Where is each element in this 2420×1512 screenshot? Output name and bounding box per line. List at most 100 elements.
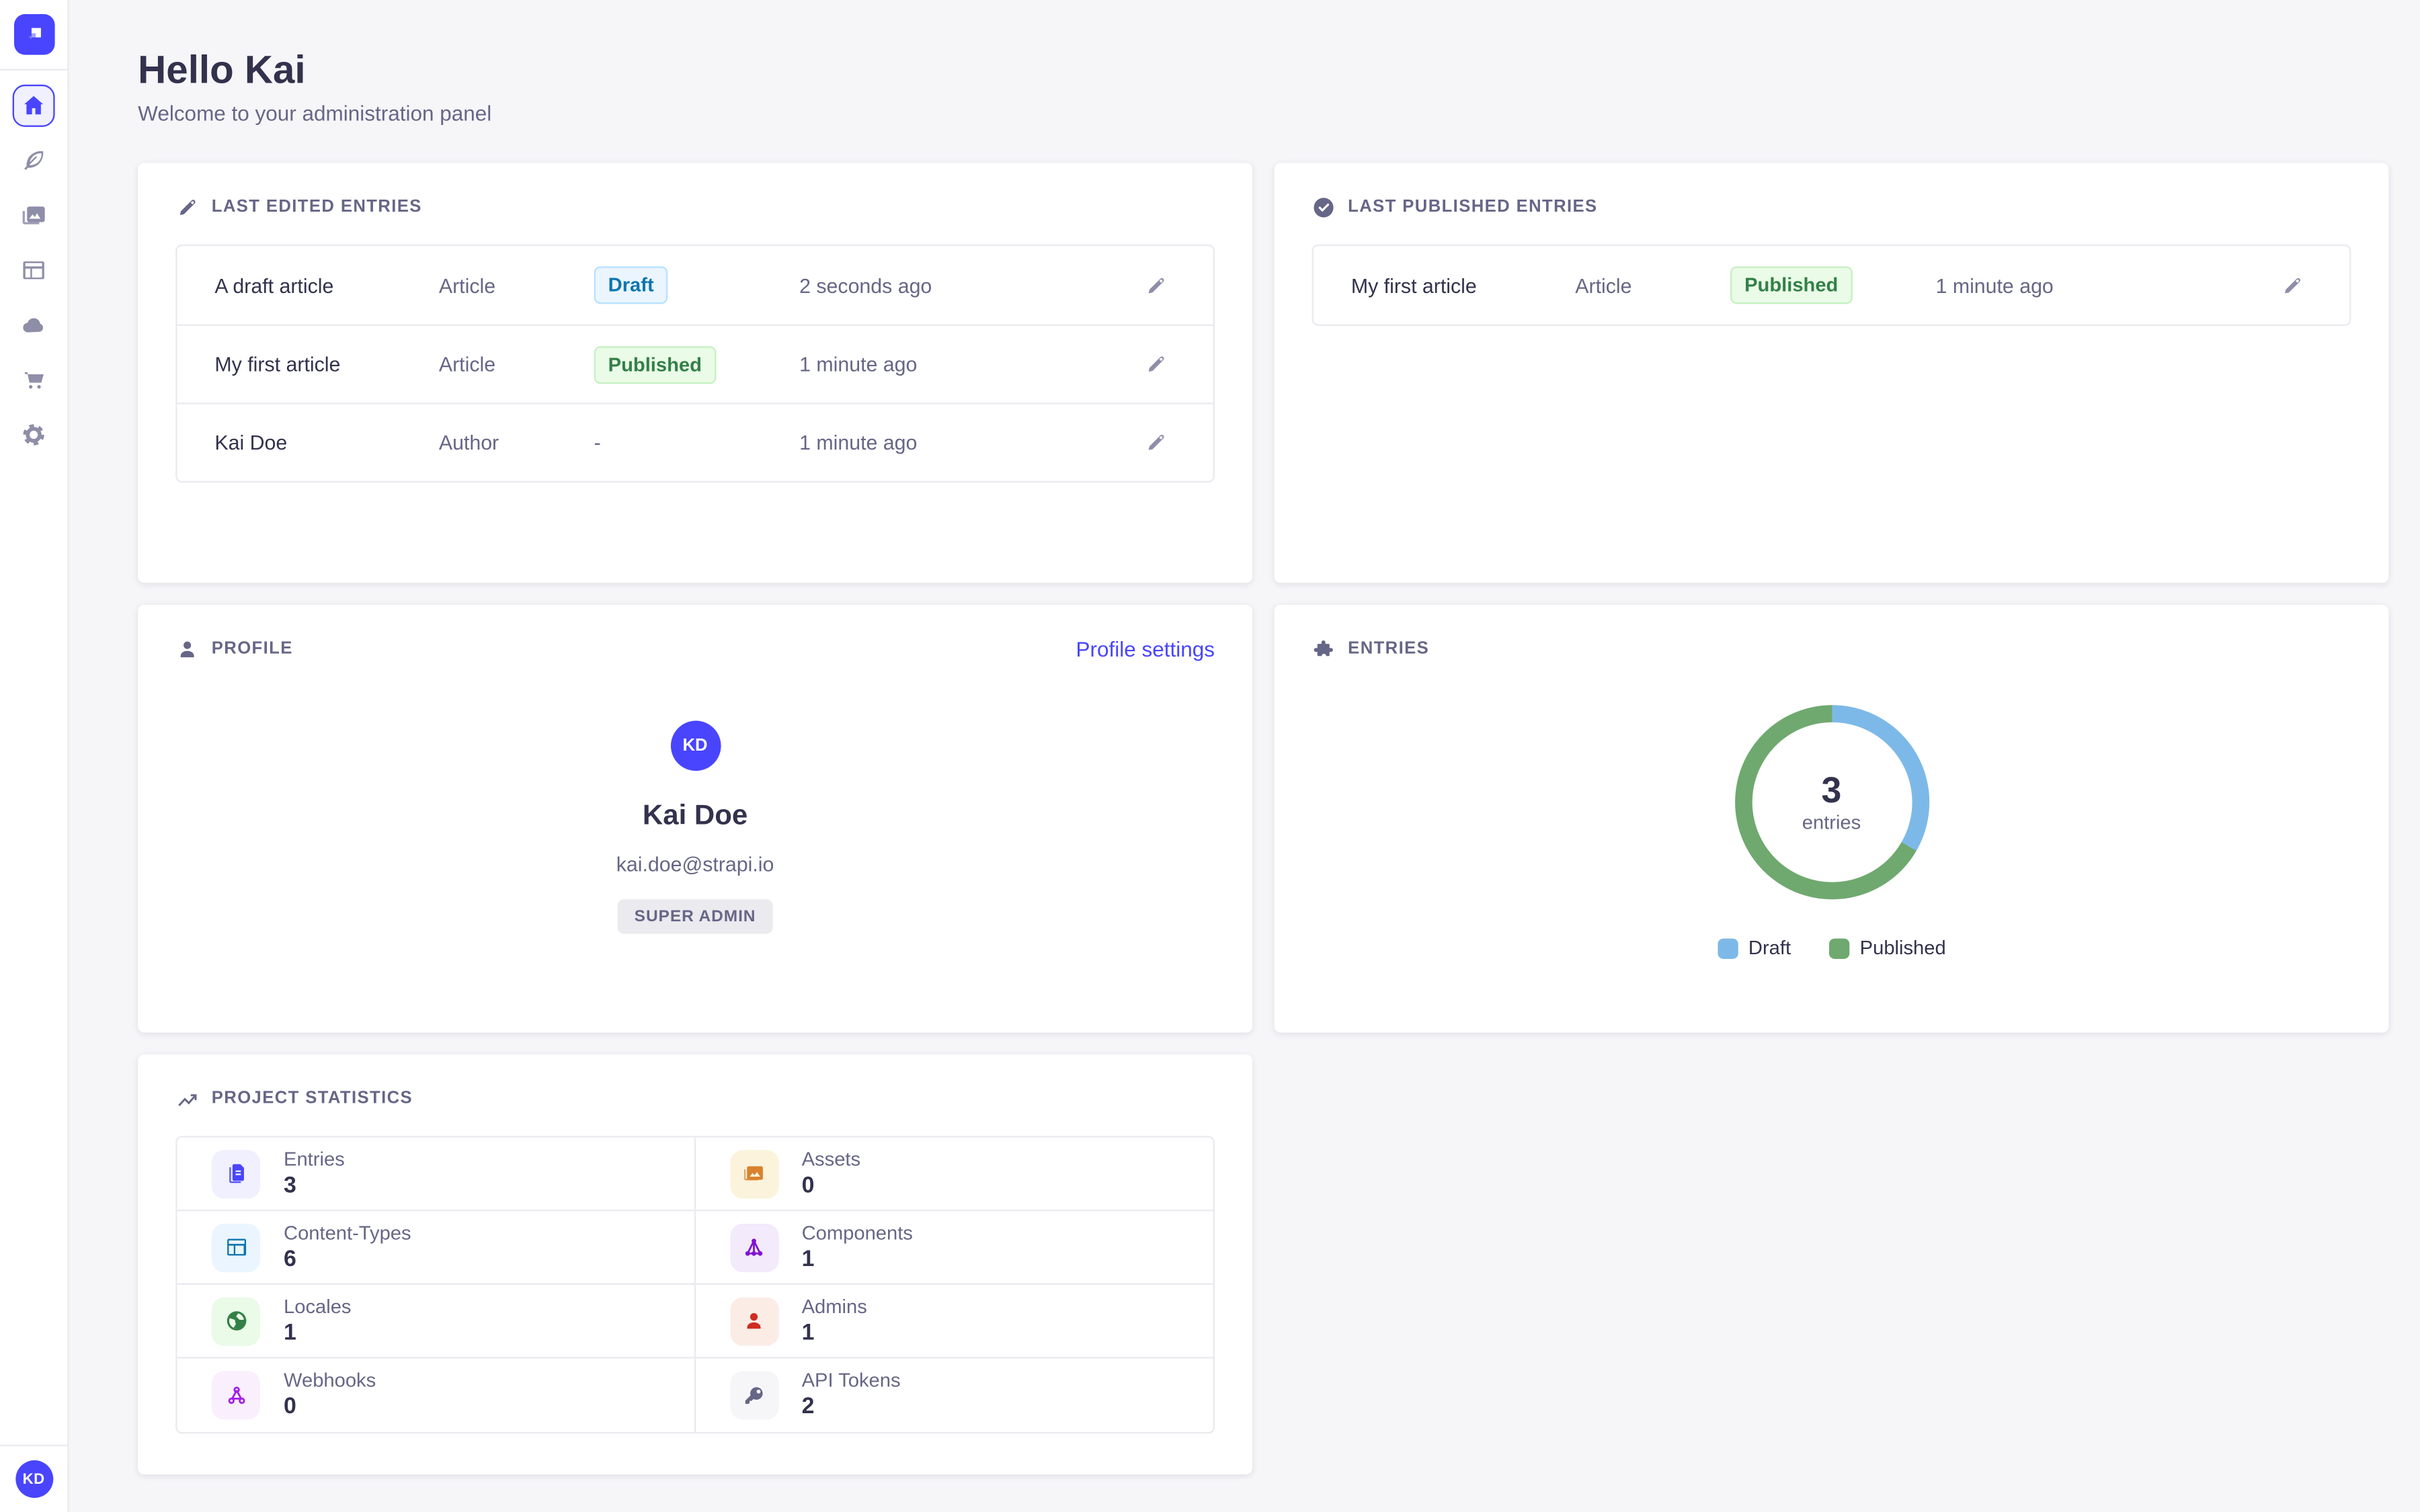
status-badge: Published: [1730, 266, 1853, 304]
sidebar-item-content-type-builder[interactable]: [13, 249, 55, 292]
sidebar-item-content-manager[interactable]: [13, 140, 55, 182]
edit-entry-button[interactable]: [1135, 265, 1176, 306]
last-edited-table: A draft article Article Draft 2 seconds …: [175, 244, 1215, 483]
last-edited-entries-card: LAST EDITED ENTRIES A draft article Arti…: [138, 163, 1252, 583]
card-header: ENTRIES: [1312, 633, 2351, 665]
pencil-icon: [1147, 356, 1164, 372]
stat-label: Assets: [801, 1147, 861, 1170]
stat-value: 1: [801, 1320, 815, 1345]
entry-status: Published: [594, 345, 799, 384]
stat-value: 0: [801, 1173, 815, 1198]
entries-unit: entries: [1802, 811, 1861, 834]
stat-label: Admins: [801, 1295, 867, 1317]
cart-icon: [24, 372, 44, 389]
project-statistics-card: PROJECT STATISTICS Entries 3: [138, 1054, 1252, 1475]
card-title: ENTRIES: [1348, 639, 1430, 659]
card-title: LAST PUBLISHED ENTRIES: [1348, 197, 1598, 216]
donut-center: 3 entries: [1751, 722, 1912, 882]
pencil-icon: [1147, 434, 1164, 450]
edit-entry-button[interactable]: [1135, 422, 1176, 463]
stat-webhooks: Webhooks 0: [177, 1358, 696, 1433]
stat-assets: Assets 0: [695, 1138, 1213, 1212]
table-row: A draft article Article Draft 2 seconds …: [177, 246, 1213, 325]
sidebar-item-media-library[interactable]: [13, 194, 55, 237]
stat-value: 0: [284, 1394, 296, 1420]
stats-table: Entries 3 Assets 0: [175, 1136, 1215, 1434]
entry-type: Article: [438, 273, 496, 297]
empty-grid-cell: [1275, 1054, 2389, 1474]
feather-icon: [24, 151, 44, 171]
legend-label: Draft: [1748, 937, 1791, 959]
content-type-builder-icon: [23, 261, 44, 280]
stat-api-tokens: API Tokens 2: [695, 1359, 1213, 1433]
card-title: PROJECT STATISTICS: [211, 1089, 413, 1108]
published-swatch: [1828, 937, 1849, 958]
trending-up-icon: [175, 1087, 199, 1110]
profile-avatar[interactable]: KD: [670, 720, 721, 771]
globe-icon: [211, 1296, 261, 1345]
draft-swatch: [1717, 937, 1738, 958]
user-avatar[interactable]: KD: [15, 1460, 53, 1499]
entry-time: 2 seconds ago: [799, 273, 932, 297]
user-icon: [175, 637, 199, 661]
stat-entries: Entries 3: [177, 1137, 696, 1212]
last-published-table: My first article Article Published 1 min…: [1312, 244, 2351, 326]
edit-entry-button[interactable]: [1135, 344, 1176, 385]
pencil-icon: [2284, 277, 2300, 293]
entry-name: My first article: [1350, 273, 1477, 297]
last-published-entries-card: LAST PUBLISHED ENTRIES My first article …: [1274, 163, 2389, 583]
entries-total: 3: [1821, 769, 1842, 810]
stat-value: 1: [801, 1246, 815, 1272]
stat-value: 3: [284, 1173, 296, 1198]
stat-label: API Tokens: [801, 1369, 901, 1392]
sidebar-item-settings[interactable]: [13, 414, 55, 456]
sidebar-item-deploy[interactable]: [13, 304, 55, 346]
main-content: Hello Kai Welcome to your administration…: [69, 0, 2420, 1512]
legend-item-draft: Draft: [1717, 937, 1791, 959]
sidebar-nav: [12, 84, 55, 456]
stat-components: Components 1: [695, 1211, 1213, 1285]
stat-label: Locales: [284, 1295, 352, 1317]
stat-label: Webhooks: [284, 1369, 376, 1392]
profile-card: PROFILE Profile settings KD Kai Doe kai.…: [138, 605, 1252, 1033]
profile-settings-link[interactable]: Profile settings: [1076, 636, 1215, 661]
stat-label: Content-Types: [284, 1221, 411, 1244]
strapi-logo-icon: [28, 28, 40, 40]
entries-donut-chart: 3 entries: [1734, 705, 1929, 900]
entry-type: Article: [1575, 273, 1632, 297]
pencil-icon: [175, 195, 199, 218]
stat-label: Components: [801, 1221, 913, 1244]
strapi-logo[interactable]: [13, 13, 54, 55]
table-row: My first article Article Published 1 min…: [1314, 246, 2349, 325]
entries-donut-wrap: 3 entries Draft Published: [1312, 665, 2351, 959]
profile-email: kai.doe@strapi.io: [616, 852, 774, 876]
stat-label: Entries: [284, 1147, 345, 1170]
person-icon: [729, 1296, 778, 1345]
check-circle-icon: [1312, 195, 1336, 218]
sidebar: KD: [0, 0, 69, 1512]
edit-entry-button[interactable]: [2271, 265, 2312, 306]
gear-icon: [23, 424, 44, 446]
card-header: LAST PUBLISHED ENTRIES: [1312, 191, 2351, 222]
legend-label: Published: [1859, 937, 1946, 959]
stat-value: 6: [284, 1246, 296, 1272]
card-header: LAST EDITED ENTRIES: [175, 191, 1215, 222]
profile-body: KD Kai Doe kai.doe@strapi.io SUPER ADMIN: [175, 665, 1215, 934]
cloud-icon: [23, 318, 44, 333]
stat-content-types: Content-Types 6: [177, 1211, 696, 1285]
sidebar-item-marketplace[interactable]: [13, 359, 55, 401]
nodes-icon: [729, 1222, 778, 1272]
sidebar-item-home[interactable]: [12, 84, 55, 127]
webhook-icon: [211, 1371, 261, 1420]
entry-time: 1 minute ago: [1935, 273, 2054, 297]
role-badge: SUPER ADMIN: [617, 899, 774, 934]
entries-chart-card: ENTRIES 3 entries Draft: [1274, 605, 2389, 1033]
card-header: PROJECT STATISTICS: [175, 1083, 1215, 1114]
entry-time: 1 minute ago: [799, 431, 918, 455]
sidebar-divider-top: [0, 69, 69, 71]
sidebar-footer: KD: [0, 1444, 69, 1512]
entry-type: Author: [438, 431, 499, 455]
profile-name: Kai Doe: [642, 799, 748, 831]
layout-icon: [211, 1222, 261, 1272]
